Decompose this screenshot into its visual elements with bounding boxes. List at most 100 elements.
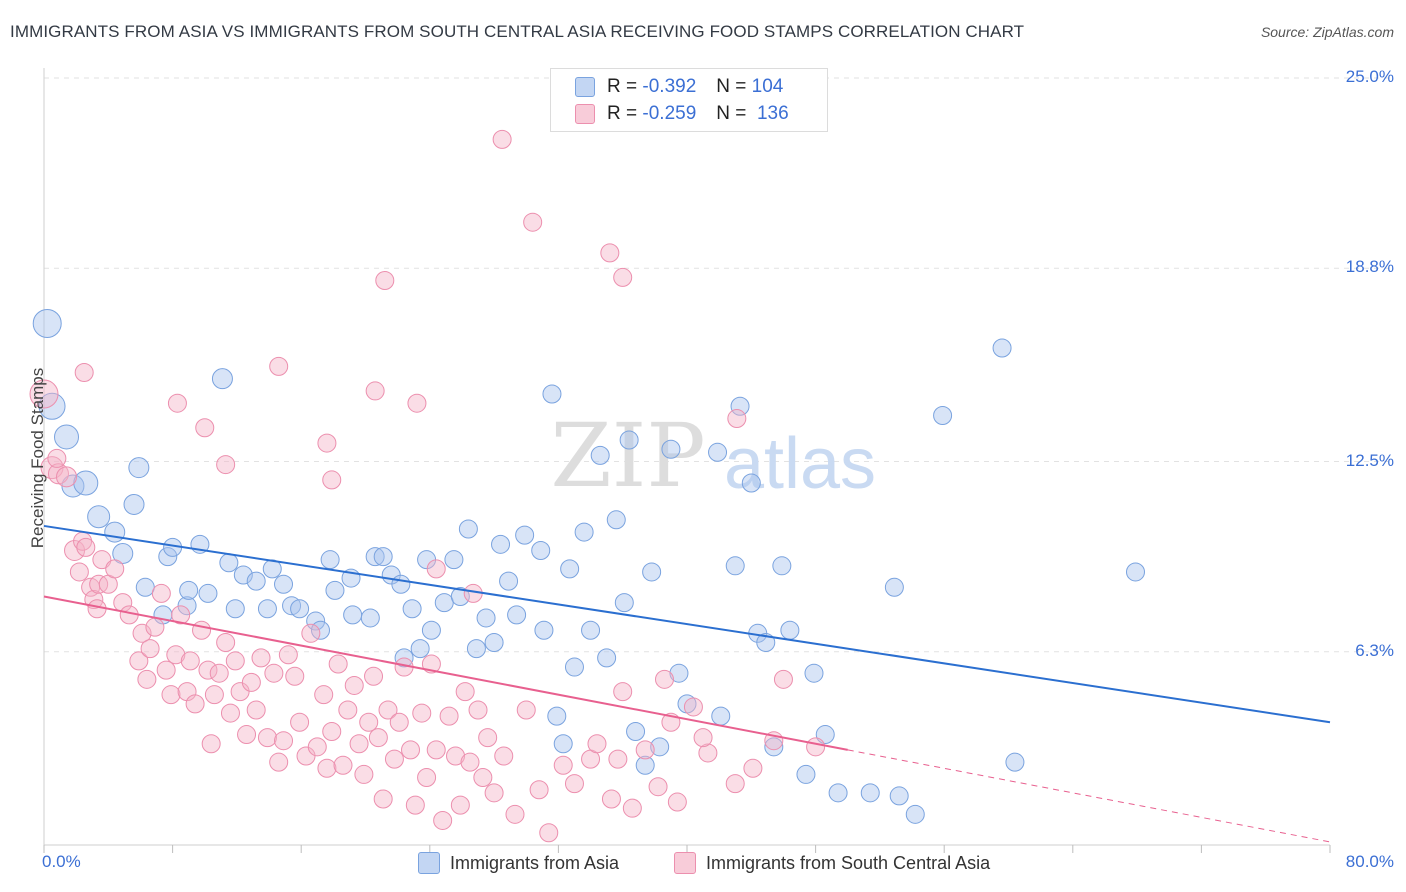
point-south-central-asia [421,654,441,674]
point-south-central-asia [460,752,480,772]
point-asia [32,308,62,338]
point-asia [515,525,535,545]
point-south-central-asia [368,728,388,748]
point-south-central-asia [56,466,78,488]
point-asia [476,608,496,628]
point-asia [306,611,326,631]
point-south-central-asia [201,734,221,754]
legend-n-value: 136 [756,103,789,124]
point-asia [574,522,594,542]
point-south-central-asia [426,740,446,760]
axes [43,68,1331,853]
point-asia [38,392,66,420]
point-asia [219,553,239,573]
point-south-central-asia [269,356,289,376]
point-south-central-asia [74,363,94,383]
point-asia [619,430,639,450]
point-south-central-asia [237,725,257,745]
grid-lines [44,77,1392,653]
point-south-central-asia [401,740,421,760]
y-tick-label: 18.8% [1345,257,1394,277]
point-south-central-asia [151,583,171,603]
point-south-central-asia [47,448,67,468]
point-south-central-asia [349,734,369,754]
point-south-central-asia [378,700,398,720]
legend-swatch-asia [575,77,595,97]
point-asia [606,510,626,530]
point-south-central-asia [433,810,453,830]
point-asia [992,338,1012,358]
y-tick-label: 12.5% [1345,450,1394,470]
point-south-central-asia [478,728,498,748]
point-south-central-asia [608,749,628,769]
point-south-central-asia [539,823,559,843]
point-south-central-asia [328,654,348,674]
point-south-central-asia [494,746,514,766]
point-south-central-asia [129,651,149,671]
point-asia [531,540,551,560]
point-south-central-asia [587,734,607,754]
point-asia [499,571,519,591]
point-south-central-asia [216,455,236,475]
point-asia [780,620,800,640]
point-south-central-asia [220,703,240,723]
point-south-central-asia [314,685,334,705]
point-south-central-asia [773,669,793,689]
point-asia [391,574,411,594]
point-south-central-asia [455,682,475,702]
y-axis-label: Receiving Food Stamps [28,367,47,549]
point-asia [73,470,99,496]
point-asia [581,620,601,640]
point-asia [741,473,761,493]
point-south-central-asia [185,694,205,714]
point-south-central-asia [600,243,620,263]
point-asia [444,550,464,570]
point-south-central-asia [269,752,289,772]
legend-swatch-sca [575,104,595,124]
point-asia [360,608,380,628]
point-south-central-asia [192,620,212,640]
point-south-central-asia [564,774,584,794]
point-south-central-asia [167,393,187,413]
point-asia [711,706,731,726]
point-south-central-asia [338,700,358,720]
series-immigrants-from-asia [32,308,1145,824]
x-tick-label-max: 80.0% [1345,852,1394,871]
point-south-central-asia [274,731,294,751]
point-south-central-asia [693,728,713,748]
point-asia [507,605,527,625]
point-asia [484,633,504,653]
legend-n-label: N = [716,103,747,124]
point-asia [458,519,478,539]
point-south-central-asia [241,672,261,692]
source-label: Source: ZipAtlas.com [1260,24,1394,40]
point-south-central-asia [92,550,112,570]
point-south-central-asia [278,645,298,665]
point-asia [112,543,134,565]
point-south-central-asia [364,666,384,686]
trend-line-south-central-asia [43,595,848,751]
point-south-central-asia [47,463,69,485]
point-south-central-asia [204,685,224,705]
point-asia [828,783,848,803]
point-south-central-asia [171,605,191,625]
point-south-central-asia [727,409,747,429]
point-south-central-asia [648,777,668,797]
point-asia [104,521,126,543]
point-asia [320,550,340,570]
point-asia [365,547,385,567]
point-south-central-asia [209,663,229,683]
legend-item-asia: Immigrants from Asia [418,852,619,874]
point-south-central-asia [257,728,277,748]
point-south-central-asia [407,393,427,413]
point-south-central-asia [69,562,89,582]
point-south-central-asia [166,645,186,665]
point-south-central-asia [667,792,687,812]
point-asia [860,783,880,803]
point-south-central-asia [180,651,200,671]
point-asia [211,368,233,390]
legend-row-asia: R = -0.392 N = 104 [575,75,783,99]
point-south-central-asia [426,559,446,579]
point-asia [889,786,909,806]
